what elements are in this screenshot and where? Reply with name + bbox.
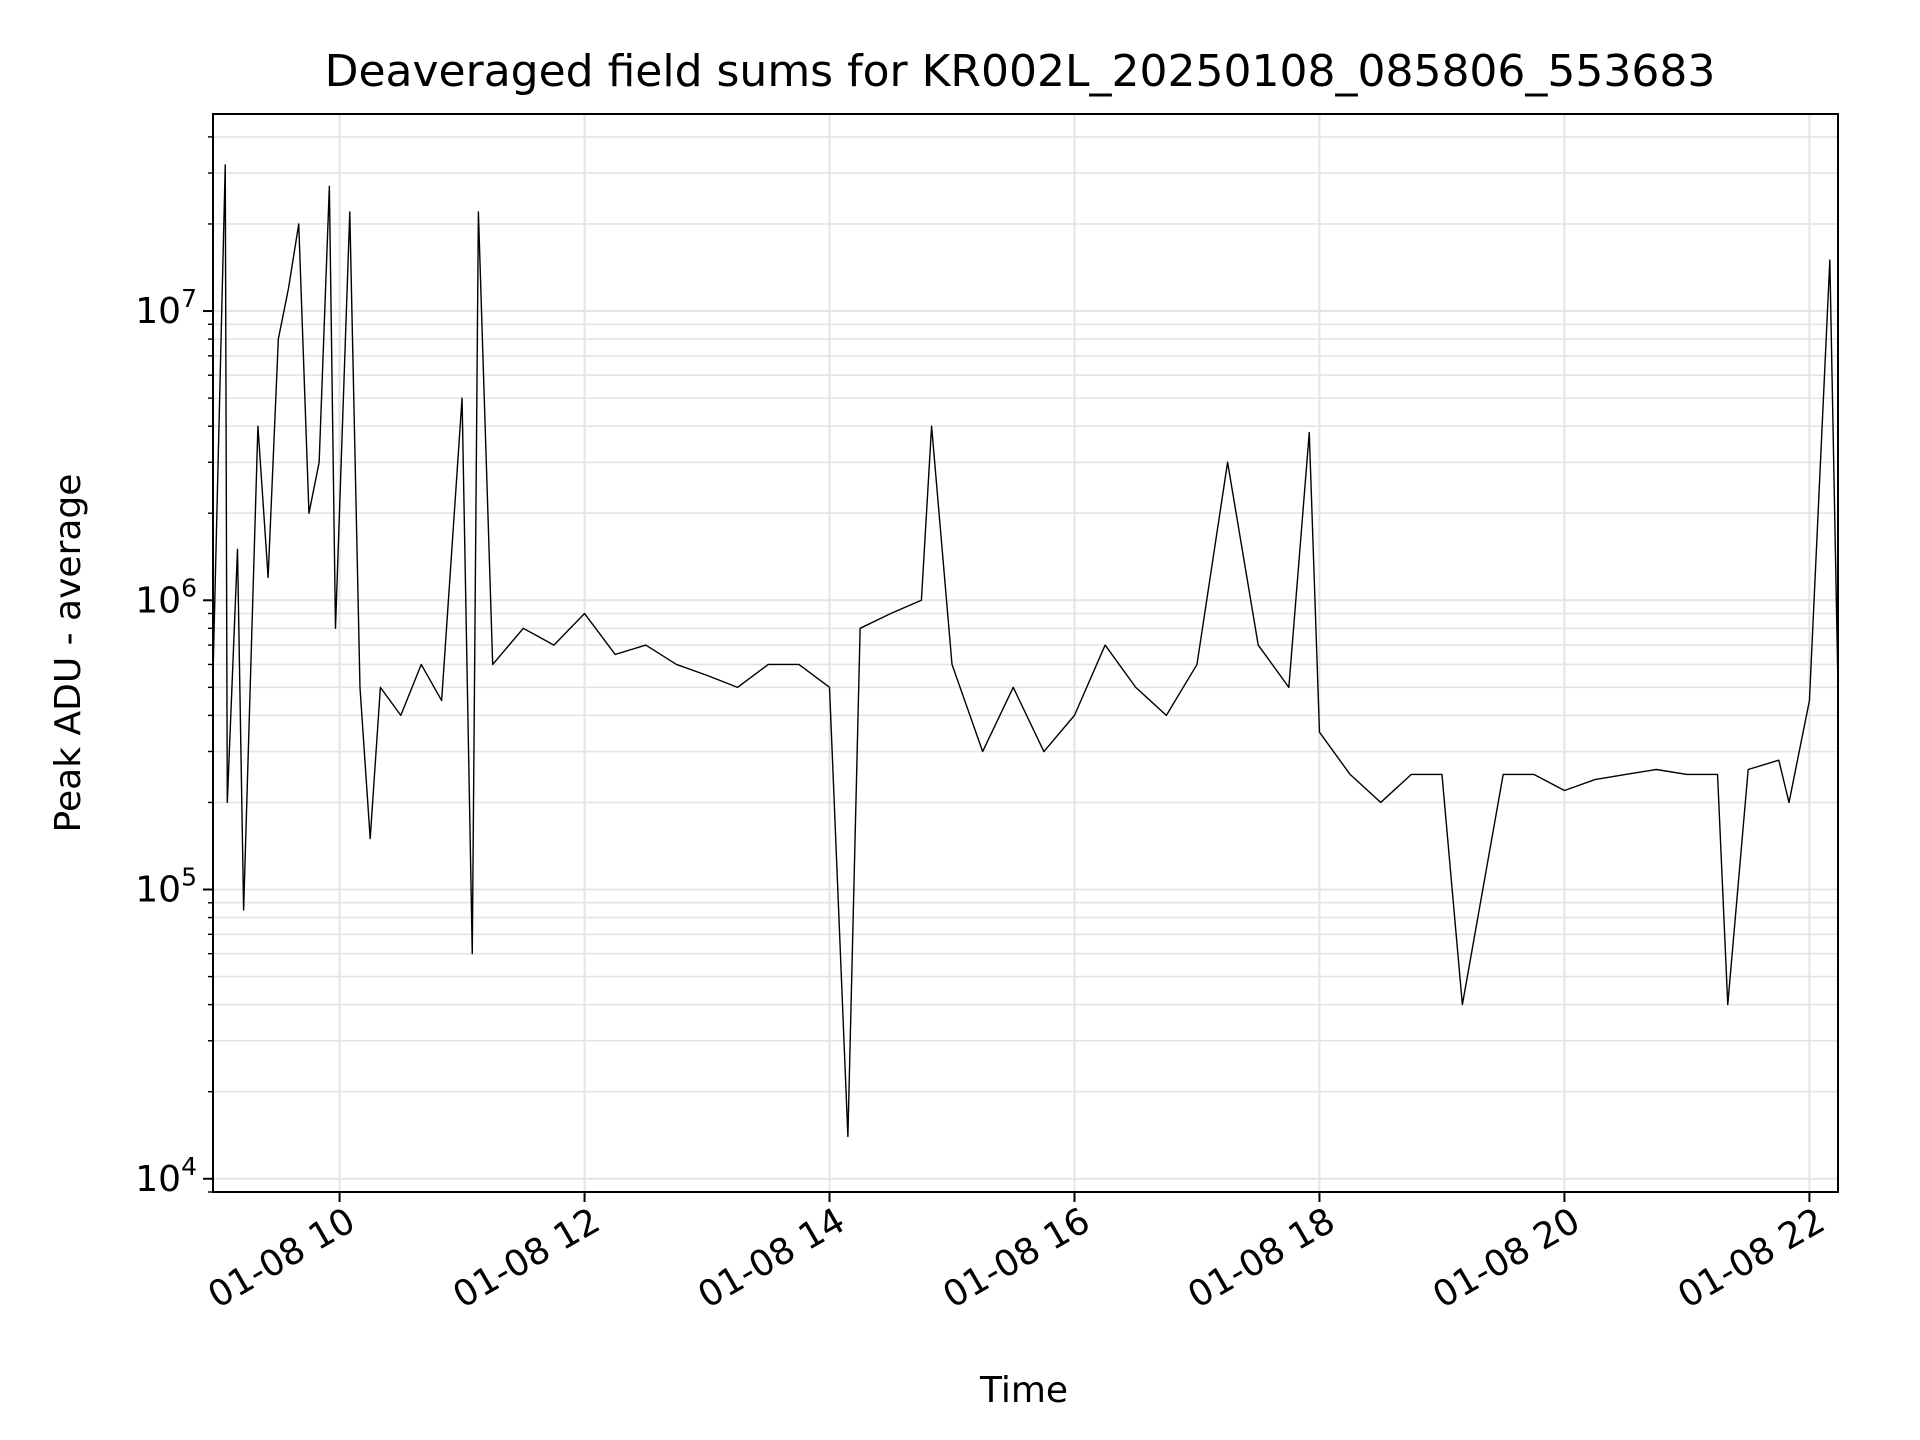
y-tick-label: 106 [135,573,197,621]
y-tick-label: 104 [135,1152,197,1200]
y-axis-label: Peak ADU - average [48,474,89,833]
y-tick-label: 107 [135,284,197,332]
y-tick-base: 10 [135,1159,181,1200]
chart-title: Deaveraged field sums for KR002L_2025010… [325,46,1716,97]
series-line [212,164,1839,1138]
y-tick-label: 105 [135,863,197,911]
plot-frame [212,113,1839,1193]
x-axis-label: Time [979,1370,1068,1411]
y-tick-base: 10 [135,580,181,621]
y-tick-exponent: 6 [181,573,197,602]
y-tick-base: 10 [135,870,181,911]
y-tick-base: 10 [135,291,181,332]
y-tick-exponent: 5 [181,863,197,892]
y-tick-exponent: 4 [181,1152,197,1181]
y-tick-exponent: 7 [181,284,197,313]
grid [213,114,1838,1193]
